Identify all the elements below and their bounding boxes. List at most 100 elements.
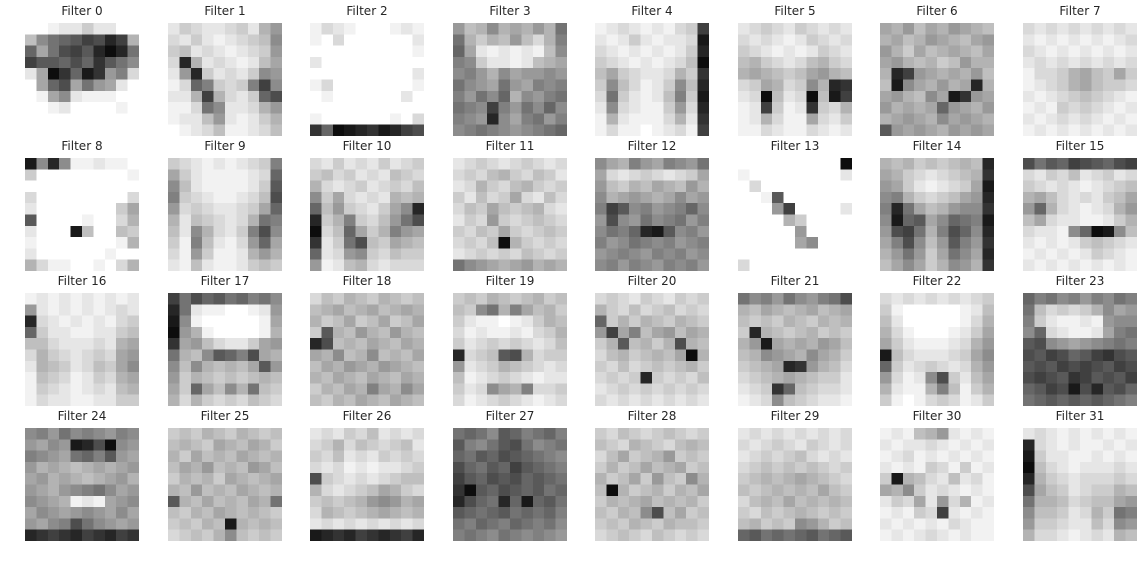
heatmap-cell xyxy=(48,338,60,350)
heatmap-cell xyxy=(698,57,709,69)
heatmap-cell xyxy=(1057,158,1069,170)
heatmap-cell xyxy=(772,57,784,69)
heatmap-cell xyxy=(983,68,994,80)
heatmap-cell xyxy=(487,158,499,170)
heatmap-cell xyxy=(59,102,71,114)
heatmap-cell xyxy=(1091,215,1103,227)
heatmap-cell xyxy=(202,34,214,46)
heatmap-cell xyxy=(36,293,48,305)
heatmap-cell xyxy=(1126,439,1137,451)
heatmap-cell xyxy=(841,237,852,249)
heatmap-cell xyxy=(914,203,926,215)
heatmap-cell xyxy=(675,91,687,103)
heatmap-cell xyxy=(1034,316,1046,328)
heatmap-cell xyxy=(59,428,71,440)
heatmap-cell xyxy=(795,237,807,249)
heatmap-cell xyxy=(641,46,653,58)
heatmap-cell xyxy=(1069,260,1081,271)
heatmap-cell xyxy=(1114,304,1126,316)
heatmap-cell xyxy=(686,327,698,339)
heatmap-cell xyxy=(829,316,841,328)
heatmap-cell xyxy=(464,226,476,238)
heatmap-cell xyxy=(1023,203,1035,215)
heatmap-cell xyxy=(476,57,488,69)
heatmap-cell xyxy=(1091,530,1103,541)
heatmap-cell xyxy=(248,428,260,440)
heatmap-cell xyxy=(1114,203,1126,215)
filter-title: Filter 6 xyxy=(860,3,1014,19)
heatmap-cell xyxy=(1034,226,1046,238)
heatmap-cell xyxy=(321,192,333,204)
heatmap-cell xyxy=(214,350,226,362)
heatmap-cell xyxy=(116,428,128,440)
heatmap-cell xyxy=(1126,293,1137,305)
heatmap-cell xyxy=(356,439,368,451)
heatmap-cell xyxy=(595,158,607,170)
heatmap-cell xyxy=(784,496,796,508)
heatmap-cell xyxy=(168,125,180,136)
heatmap-cell xyxy=(36,34,48,46)
heatmap-cell xyxy=(521,395,533,406)
heatmap-cell xyxy=(891,462,903,474)
heatmap-cell xyxy=(510,237,522,249)
heatmap-cell xyxy=(806,91,818,103)
heatmap-cell xyxy=(1126,327,1137,339)
heatmap-cell xyxy=(1057,338,1069,350)
heatmap-cell xyxy=(891,507,903,519)
heatmap-cell xyxy=(749,338,761,350)
heatmap-cell xyxy=(36,237,48,249)
heatmap-cell xyxy=(841,451,852,463)
heatmap-cell xyxy=(168,248,180,260)
heatmap-cell xyxy=(344,293,356,305)
heatmap-cell xyxy=(556,203,567,215)
heatmap-cell xyxy=(271,372,282,384)
heatmap-cell xyxy=(983,181,994,193)
heatmap-cell xyxy=(510,158,522,170)
heatmap-cell xyxy=(1023,462,1035,474)
heatmap-cell xyxy=(179,226,191,238)
heatmap-cell xyxy=(487,169,499,181)
heatmap-cell xyxy=(191,350,203,362)
heatmap-cell xyxy=(829,338,841,350)
heatmap-cell xyxy=(310,34,322,46)
heatmap-cell xyxy=(378,34,390,46)
heatmap-cell xyxy=(698,395,709,406)
heatmap-cell xyxy=(641,34,653,46)
heatmap-cell xyxy=(367,192,379,204)
heatmap-cell xyxy=(806,507,818,519)
heatmap-cell xyxy=(168,23,180,35)
heatmap-cell xyxy=(698,372,709,384)
heatmap-cell xyxy=(93,181,105,193)
heatmap-cell xyxy=(784,102,796,114)
heatmap-cell xyxy=(698,34,709,46)
heatmap-cell xyxy=(344,439,356,451)
heatmap-cell xyxy=(128,485,139,497)
heatmap-cell xyxy=(259,496,271,508)
heatmap-cell xyxy=(629,361,641,373)
heatmap-cell xyxy=(390,46,402,58)
heatmap-cell xyxy=(1046,125,1058,136)
heatmap-cell xyxy=(544,46,556,58)
heatmap-cell xyxy=(652,46,664,58)
heatmap-cell xyxy=(48,473,60,485)
heatmap-cell xyxy=(606,91,618,103)
heatmap-cell xyxy=(784,80,796,92)
heatmap-cell xyxy=(401,23,413,35)
heatmap-cell xyxy=(926,23,938,35)
heatmap-cell xyxy=(698,80,709,92)
heatmap-cell xyxy=(356,237,368,249)
heatmap-cell xyxy=(214,125,226,136)
heatmap-cell xyxy=(116,507,128,519)
heatmap-cell xyxy=(937,361,949,373)
heatmap-cell xyxy=(914,215,926,227)
heatmap-cell xyxy=(378,237,390,249)
heatmap-cell xyxy=(903,451,915,463)
heatmap-cell xyxy=(259,338,271,350)
heatmap-cell xyxy=(1069,518,1081,530)
heatmap-cell xyxy=(1034,293,1046,305)
heatmap-cell xyxy=(259,91,271,103)
heatmap-cell xyxy=(168,46,180,58)
heatmap-cell xyxy=(738,125,750,136)
heatmap-cell xyxy=(772,496,784,508)
heatmap-cell xyxy=(93,383,105,395)
